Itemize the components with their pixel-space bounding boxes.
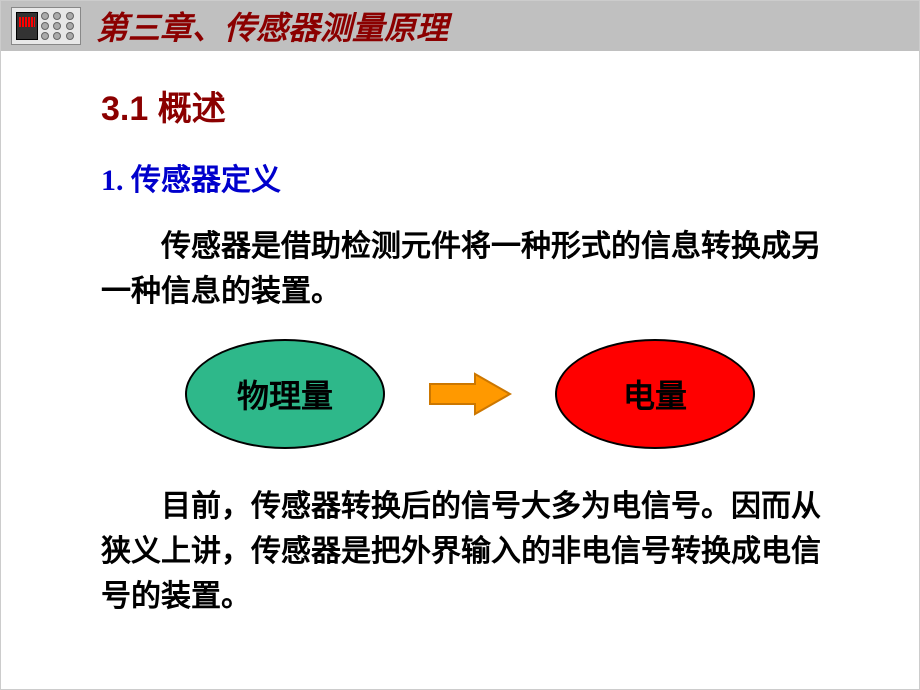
explanation-paragraph: 目前，传感器转换后的信号大多为电信号。因而从狭义上讲，传感器是把外界输入的非电信…: [101, 484, 839, 619]
chapter-title: 第三章、传感器测量原理: [96, 3, 448, 49]
arrow-icon: [425, 369, 515, 419]
electrical-quantity-ellipse: 电量: [555, 339, 755, 449]
conversion-diagram: 物理量 电量: [101, 339, 839, 449]
left-ellipse-label: 物理量: [237, 371, 333, 417]
slide-content: 3.1 概述 1. 传感器定义 传感器是借助检测元件将一种形式的信息转换成另一种…: [1, 51, 919, 664]
sub-title: 1. 传感器定义: [101, 155, 839, 199]
slide-header: 第三章、传感器测量原理: [1, 1, 919, 51]
section-title: 3.1 概述: [101, 81, 839, 130]
definition-paragraph: 传感器是借助检测元件将一种形式的信息转换成另一种信息的装置。: [101, 224, 839, 314]
oscilloscope-icon: [11, 7, 81, 45]
right-ellipse-label: 电量: [623, 371, 687, 417]
physical-quantity-ellipse: 物理量: [185, 339, 385, 449]
